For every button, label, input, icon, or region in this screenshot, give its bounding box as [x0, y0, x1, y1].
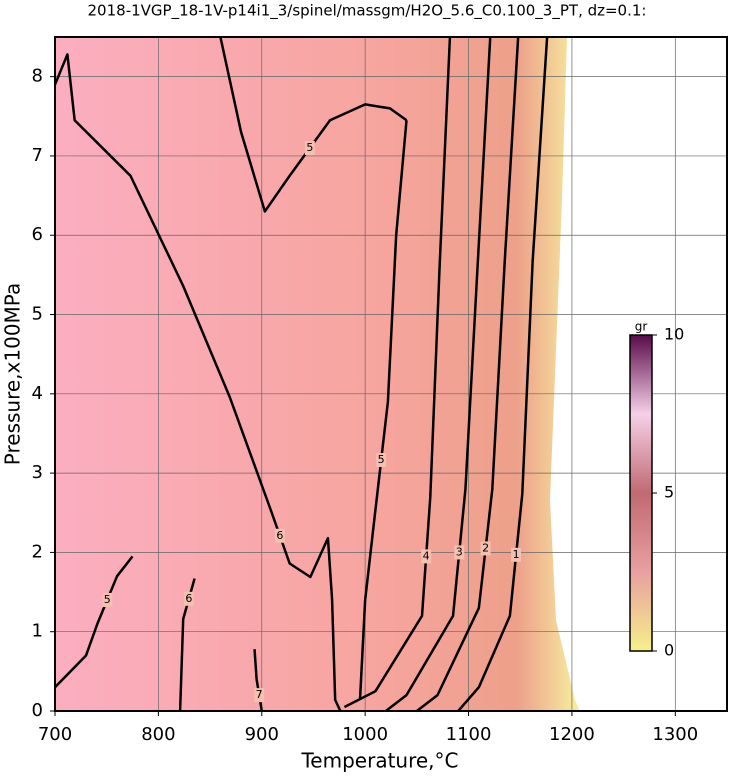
- contour-label-bg: [274, 528, 285, 543]
- y-tick-label: 7: [32, 145, 43, 166]
- chart-title: 2018-1VGP_18-1V-p14i1_3/spinel/massgm/H2…: [88, 2, 647, 21]
- x-tick-label: 700: [38, 724, 72, 745]
- contour-label-bg: [304, 141, 315, 156]
- contour-label: 5: [306, 141, 313, 154]
- y-tick-label: 0: [32, 700, 43, 721]
- contour-label-bg: [454, 545, 465, 560]
- contour-label: 6: [276, 529, 283, 542]
- contour-label-bg: [102, 592, 113, 607]
- x-tick-label: 1000: [342, 724, 388, 745]
- colorbar: [629, 334, 653, 652]
- y-tick-label: 5: [32, 304, 43, 325]
- contour-label: 2: [482, 541, 489, 554]
- plot-frame: [54, 36, 728, 712]
- y-tick-label: 1: [32, 621, 43, 642]
- y-tick-label: 4: [32, 383, 43, 404]
- y-tick-label: 3: [32, 462, 43, 483]
- colorbar-tick-label: 5: [664, 483, 674, 502]
- colorbar-tick-label: 10: [664, 325, 684, 344]
- field: [55, 37, 580, 711]
- y-tick-label: 2: [32, 541, 43, 562]
- contour-label: 5: [104, 593, 111, 606]
- contour-label-bg: [183, 591, 194, 606]
- y-tick-label: 6: [32, 224, 43, 245]
- contour-label: 4: [423, 549, 430, 562]
- contour-label-bg: [421, 549, 432, 564]
- contour-label-bg: [511, 547, 522, 562]
- contour-label: 6: [185, 592, 192, 605]
- x-tick-label: 1200: [549, 724, 595, 745]
- x-tick-label: 1300: [652, 724, 698, 745]
- colorbar-label: gr: [635, 320, 648, 334]
- contour-label-bg: [254, 688, 265, 703]
- y-tick-label: 8: [32, 66, 43, 87]
- contour-label-bg: [376, 453, 387, 468]
- x-tick-label: 900: [245, 724, 279, 745]
- y-axis-label: Pressure,x100MPa: [1, 283, 25, 465]
- contour-label: 1: [513, 548, 520, 561]
- x-tick-label: 800: [141, 724, 175, 745]
- contour-label: 7: [256, 688, 263, 701]
- x-axis-label: Temperature,°C: [300, 749, 458, 773]
- contour-label: 5: [378, 453, 385, 466]
- x-tick-label: 1100: [446, 724, 492, 745]
- colorbar-tick-label: 0: [664, 641, 674, 660]
- contour-line: [54, 555, 134, 689]
- contour-line: [53, 53, 342, 712]
- contour-label-bg: [480, 541, 491, 556]
- contour-label: 3: [456, 545, 463, 558]
